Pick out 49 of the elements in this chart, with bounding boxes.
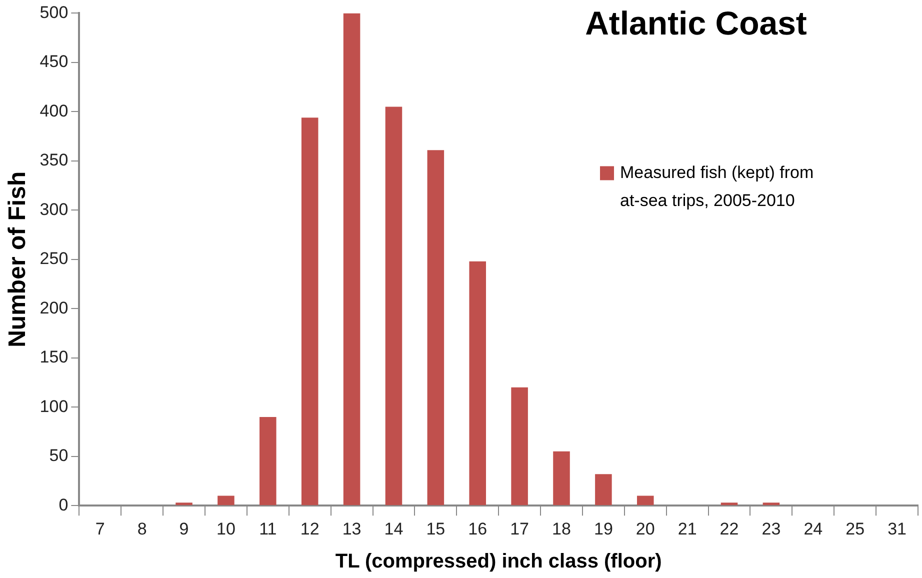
x-axis-title: TL (compressed) inch class (floor) bbox=[335, 550, 662, 573]
bar bbox=[385, 106, 402, 506]
x-tick-label: 13 bbox=[342, 519, 362, 538]
bar bbox=[260, 416, 276, 506]
x-tick-label: 21 bbox=[678, 519, 697, 538]
bar bbox=[469, 261, 486, 506]
bar bbox=[762, 502, 780, 506]
y-tick-label: 100 bbox=[40, 396, 68, 416]
x-tick-label: 12 bbox=[300, 519, 320, 538]
y-tick-label: 50 bbox=[49, 446, 68, 466]
bar bbox=[553, 451, 570, 506]
x-tick-label: 8 bbox=[137, 519, 147, 538]
y-tick-label: 0 bbox=[58, 495, 68, 514]
y-tick-label: 350 bbox=[40, 150, 68, 170]
x-tick-label: 9 bbox=[179, 519, 189, 538]
y-tick-label: 200 bbox=[40, 298, 68, 318]
x-tick-label: 7 bbox=[95, 519, 105, 538]
bar bbox=[343, 13, 360, 506]
y-tick-label: 450 bbox=[40, 52, 68, 72]
chart-title: Atlantic Coast bbox=[585, 4, 807, 42]
bar bbox=[636, 496, 654, 506]
x-tick-label: 15 bbox=[426, 519, 446, 538]
x-tick-label: 18 bbox=[552, 519, 571, 538]
bar bbox=[595, 474, 612, 506]
y-tick-label: 150 bbox=[40, 348, 68, 367]
y-tick-label: 300 bbox=[40, 200, 68, 219]
legend-label: Measured fish (kept) from at-sea trips, 2005-2010 bbox=[620, 162, 814, 210]
x-tick-label: 24 bbox=[804, 519, 823, 538]
bar bbox=[218, 496, 234, 506]
x-tick-label: 10 bbox=[216, 519, 236, 538]
x-tick-label: 16 bbox=[468, 519, 488, 538]
x-tick-label: 11 bbox=[259, 519, 277, 538]
bar bbox=[511, 387, 528, 506]
x-tick-label: 17 bbox=[510, 519, 530, 538]
bar bbox=[301, 118, 318, 506]
bar bbox=[720, 502, 738, 506]
y-axis-title: Number of Fish bbox=[4, 171, 32, 348]
x-tick-label: 25 bbox=[846, 519, 865, 538]
bar bbox=[427, 150, 444, 506]
y-tick-label: 250 bbox=[40, 249, 68, 268]
x-tick-label: 14 bbox=[384, 519, 404, 538]
bar bbox=[176, 502, 192, 506]
x-tick-label: 20 bbox=[636, 519, 655, 538]
y-tick-label: 500 bbox=[40, 2, 68, 22]
x-tick-label: 22 bbox=[720, 519, 739, 538]
x-tick-label: 23 bbox=[762, 519, 781, 538]
y-tick-label: 400 bbox=[40, 101, 68, 120]
x-tick-label: 19 bbox=[594, 519, 613, 538]
x-tick-label: 31 bbox=[888, 519, 906, 538]
